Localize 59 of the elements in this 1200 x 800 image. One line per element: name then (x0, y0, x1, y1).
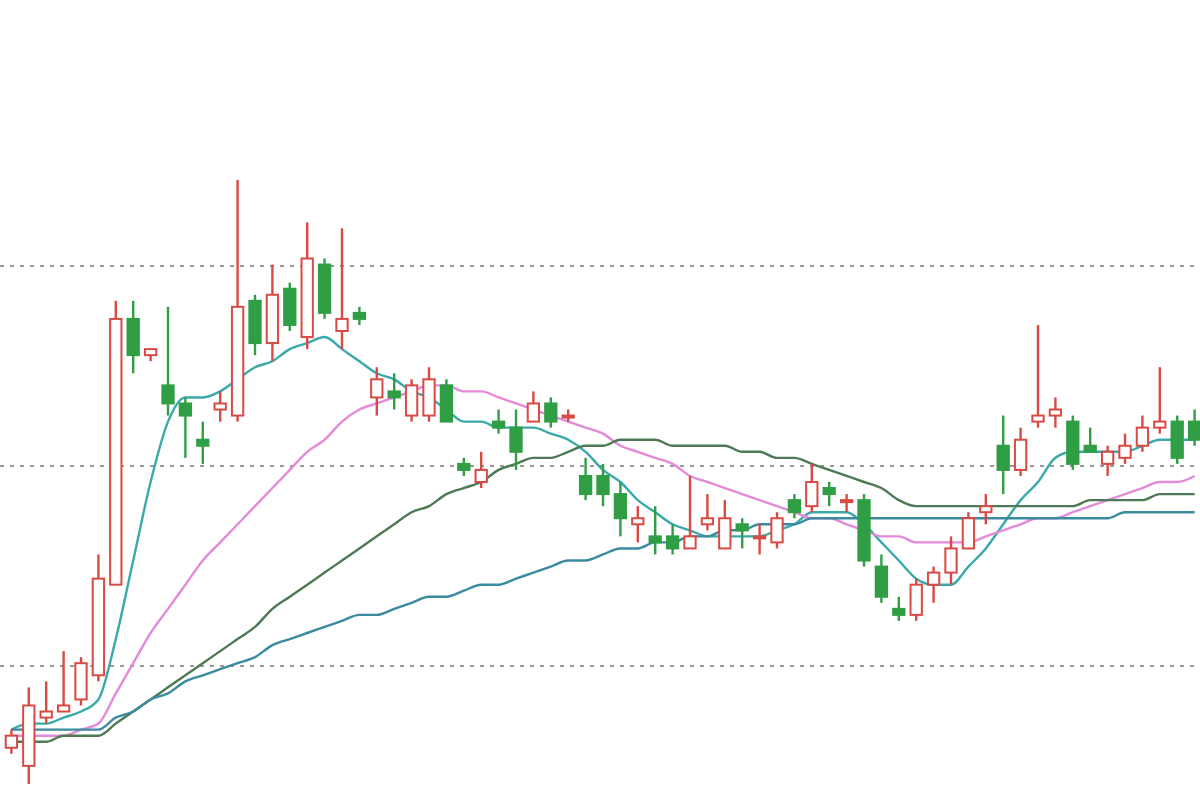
candlestick (1048, 396, 1063, 429)
candlestick (735, 517, 749, 550)
candlestick (404, 378, 419, 423)
candlestick (1013, 426, 1028, 478)
candlestick (4, 728, 19, 755)
candlestick (248, 293, 262, 357)
candlestick (74, 655, 88, 707)
candlestick (370, 366, 384, 417)
candlestick (979, 492, 993, 526)
candlestick (1153, 366, 1167, 435)
candlestick (1187, 408, 1200, 447)
candlestick (56, 649, 71, 713)
candlestick (770, 511, 784, 550)
candlestick (1066, 414, 1080, 472)
candlestick (544, 396, 558, 429)
candlestick (213, 390, 227, 423)
candlestick (126, 299, 140, 375)
candlestick (196, 420, 210, 466)
candlestick (474, 450, 488, 490)
candlestick (1170, 414, 1184, 466)
candlestick (526, 390, 541, 423)
candlestick (944, 535, 958, 586)
candlestick (787, 492, 802, 520)
candlestick (161, 305, 175, 417)
candlestick (996, 414, 1010, 496)
candlestick (718, 498, 732, 550)
candlestick (839, 492, 854, 514)
candlestick (1135, 414, 1150, 453)
candlestick (926, 565, 941, 604)
candlestick (491, 408, 506, 435)
candlestick (961, 511, 976, 550)
candlestick (648, 504, 662, 556)
candlestick (1100, 444, 1115, 478)
candlestick (700, 492, 715, 532)
candlestick (665, 523, 680, 556)
candlestick (1118, 432, 1132, 466)
candlestick (909, 577, 923, 623)
candlestick (874, 553, 889, 604)
candlestick (509, 408, 523, 472)
candlestick (439, 378, 454, 423)
candlestick (683, 474, 697, 550)
candlestick (752, 523, 767, 556)
candlestick (822, 480, 836, 508)
candlestick (352, 305, 367, 327)
candlestick (335, 227, 349, 351)
candlestick (39, 680, 53, 725)
candlestick (387, 372, 401, 411)
candlestick (1031, 323, 1045, 429)
candlestick (578, 456, 593, 502)
candlestick (613, 480, 628, 538)
candlestick (892, 595, 906, 623)
candlestick (1083, 426, 1097, 453)
candlestick (457, 456, 471, 478)
candlestick (422, 366, 436, 423)
candlestick (283, 281, 297, 333)
candlestick (805, 462, 819, 514)
candlestick (631, 504, 645, 544)
candlestick (178, 396, 193, 460)
candlestick (596, 462, 610, 508)
